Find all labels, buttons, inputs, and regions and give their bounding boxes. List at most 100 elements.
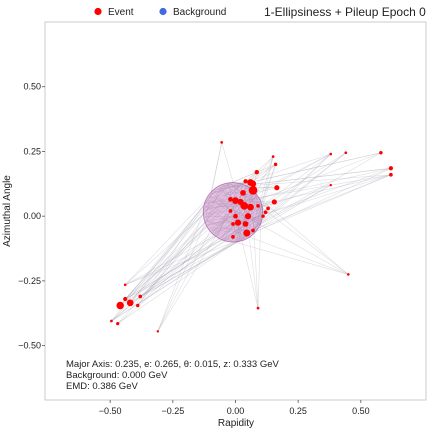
- connection-line: [252, 208, 262, 231]
- event-point: [271, 155, 275, 158]
- connection-line: [204, 199, 231, 216]
- connection-line: [214, 191, 231, 212]
- connection-line: [253, 184, 331, 232]
- event-point: [138, 294, 143, 299]
- connection-line: [111, 184, 241, 322]
- connection-line: [211, 164, 276, 231]
- x-tick-label: −0.50: [99, 406, 122, 416]
- connection-line: [209, 196, 266, 213]
- event-point: [233, 213, 238, 219]
- connection-line: [129, 199, 209, 304]
- connection-line: [204, 210, 234, 225]
- connection-line: [205, 215, 236, 218]
- connection-line: [230, 199, 243, 240]
- connection-line: [228, 184, 259, 309]
- connection-line: [140, 237, 246, 297]
- connection-line: [211, 153, 331, 195]
- connection-line: [260, 184, 331, 208]
- connection-line: [257, 214, 262, 309]
- connection-line: [211, 174, 391, 232]
- connection-line: [237, 217, 261, 223]
- connection-line: [259, 156, 274, 204]
- connection-line: [205, 205, 247, 234]
- connection-line: [205, 183, 254, 220]
- x-tick-label: 0.25: [289, 406, 307, 416]
- connection-line: [205, 164, 276, 207]
- event-point: [251, 228, 255, 233]
- connection-line: [245, 181, 261, 221]
- connection-line: [208, 197, 246, 225]
- event-point: [123, 283, 127, 287]
- connection-line: [221, 142, 234, 185]
- connection-line: [251, 205, 259, 233]
- connection-line: [125, 238, 224, 300]
- connection-line: [258, 152, 381, 201]
- connection-line: [207, 215, 249, 225]
- connection-line: [243, 174, 391, 187]
- event-point: [116, 322, 120, 326]
- connection-line: [255, 153, 331, 196]
- event-point: [242, 221, 249, 227]
- connection-line: [243, 181, 246, 239]
- y-axis-ticks: −0.50 −0.25 0.00 0.25 0.50: [18, 82, 45, 351]
- connection-line: [117, 227, 257, 324]
- legend-marker-background: [159, 7, 167, 16]
- connection-line: [124, 190, 215, 285]
- connection-line: [210, 206, 251, 230]
- connection-line: [221, 222, 239, 239]
- connection-line: [244, 153, 331, 239]
- annotation-line-2: Background: 0.000 GeV: [66, 370, 168, 381]
- connection-line: [216, 210, 231, 236]
- connection-line: [140, 194, 255, 297]
- connection-line: [221, 183, 254, 239]
- connection-line: [130, 234, 251, 304]
- connection-line: [205, 220, 349, 275]
- connection-line: [125, 213, 206, 286]
- event-point: [329, 183, 332, 187]
- connection-line: [239, 152, 381, 185]
- connection-line: [119, 188, 250, 306]
- event-point: [344, 151, 348, 155]
- y-tick-label: 0.25: [23, 146, 41, 156]
- event-point: [234, 219, 242, 226]
- event-point: [248, 185, 258, 195]
- connection-line: [232, 203, 260, 238]
- connection-line: [260, 153, 331, 220]
- chart-title: 1-Ellipsiness + Pileup Epoch 0: [264, 5, 426, 19]
- event-point: [254, 169, 260, 175]
- connection-line: [130, 223, 208, 304]
- connection-line: [111, 233, 215, 322]
- event-point: [232, 197, 239, 204]
- x-tick-label: 0.00: [227, 406, 245, 416]
- event-point: [136, 303, 140, 308]
- connection-line: [217, 199, 231, 237]
- connection-line: [205, 142, 223, 219]
- event-point: [261, 214, 265, 218]
- connection-line: [119, 201, 208, 306]
- connection-line: [224, 190, 254, 240]
- event-point: [249, 180, 257, 187]
- connection-line: [217, 167, 391, 189]
- y-tick-label: 0.50: [23, 82, 41, 92]
- event-point: [346, 273, 350, 276]
- legend-label-event: Event: [108, 7, 134, 18]
- connection-line: [235, 156, 274, 241]
- annotation-line-1: Major Axis: 0.235, e: 0.265, θ: 0.015, z…: [66, 359, 279, 370]
- connection-line: [124, 183, 231, 300]
- connection-line: [208, 189, 254, 199]
- event-point: [116, 301, 124, 310]
- connection-line: [214, 223, 234, 234]
- event-point: [243, 179, 248, 184]
- connection-line: [125, 234, 217, 286]
- x-axis-ticks: −0.50 −0.25 0.00 0.25 0.50: [99, 400, 370, 416]
- connection-line: [119, 185, 225, 306]
- connection-line: [226, 215, 249, 241]
- connection-line: [223, 223, 246, 240]
- event-point: [388, 166, 394, 171]
- connection-line: [241, 167, 391, 186]
- connection-line: [207, 215, 264, 226]
- connection-line: [248, 235, 259, 309]
- event-point: [329, 152, 333, 156]
- connection-line: [206, 190, 254, 223]
- connection-line: [255, 174, 392, 230]
